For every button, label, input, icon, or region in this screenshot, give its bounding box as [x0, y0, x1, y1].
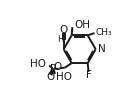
- Text: HO: HO: [56, 72, 72, 81]
- Text: CH₃: CH₃: [96, 28, 112, 37]
- Text: F: F: [86, 70, 92, 80]
- Text: O: O: [46, 72, 54, 82]
- Text: P: P: [50, 64, 56, 74]
- Text: O: O: [54, 62, 62, 72]
- Text: HO: HO: [30, 59, 46, 69]
- Text: OH: OH: [75, 20, 91, 31]
- Text: H: H: [57, 35, 63, 44]
- Text: N: N: [98, 44, 106, 54]
- Text: O: O: [60, 25, 68, 35]
